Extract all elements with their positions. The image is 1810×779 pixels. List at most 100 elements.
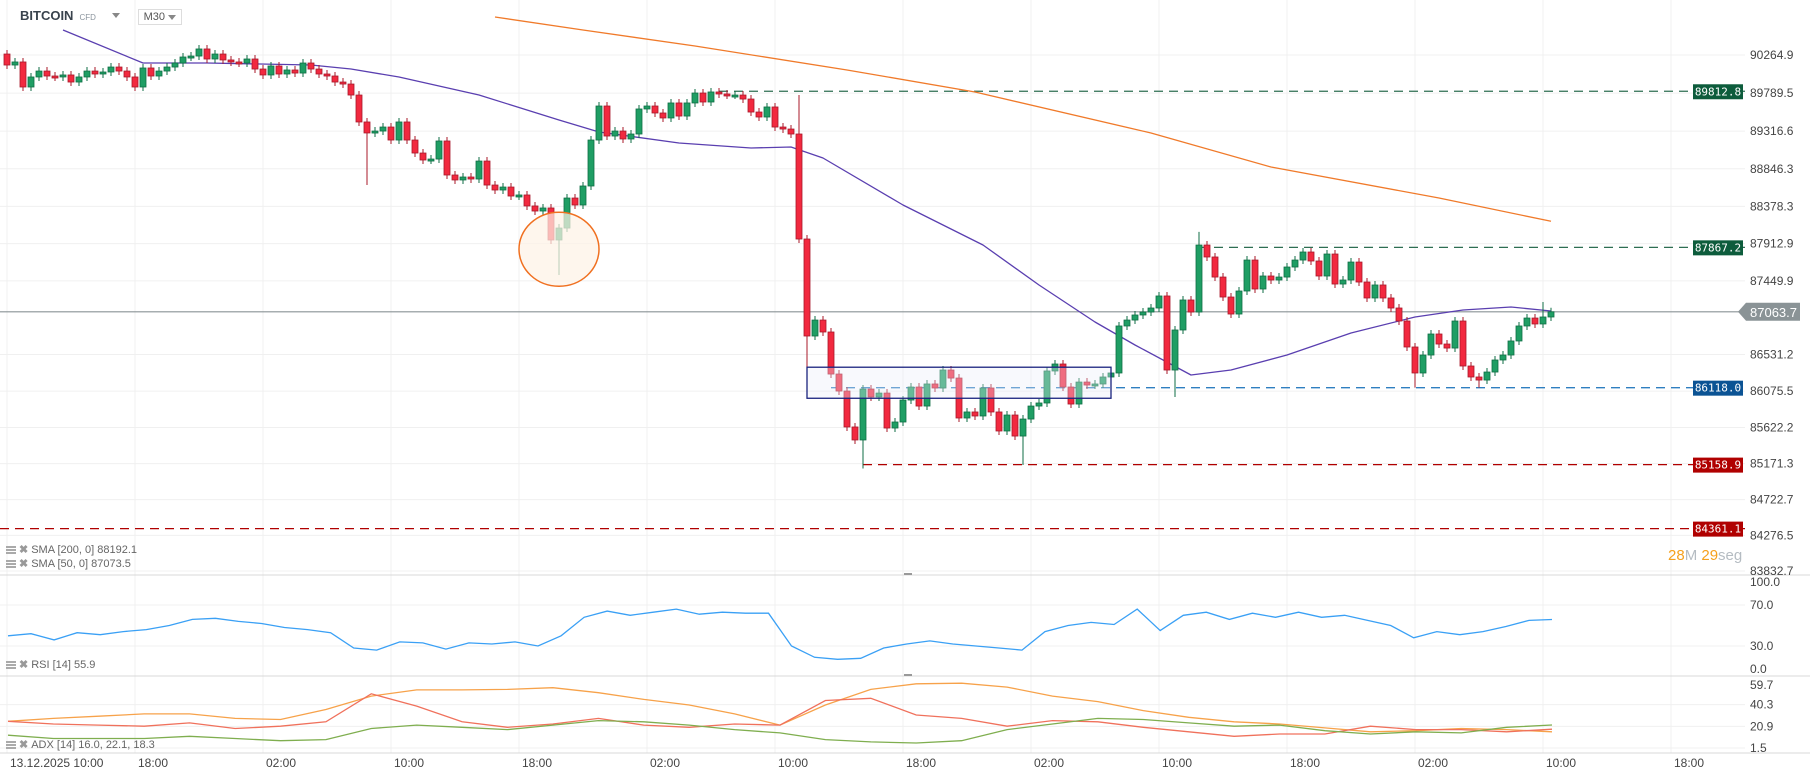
candle-up (635, 108, 643, 135)
candle-up (107, 66, 115, 73)
legend-adx-label: ADX [14] 16.0, 22.1, 18.3 (31, 738, 155, 751)
candle-up (371, 130, 379, 134)
candle-up (1139, 311, 1147, 316)
candle-down (779, 126, 787, 130)
candle-countdown: 28M 29seg (1668, 547, 1742, 564)
price-tick-label: 87912.9 (1750, 237, 1794, 251)
candle-up (1283, 266, 1291, 278)
candle-up (1123, 319, 1131, 327)
candle-up (499, 186, 507, 191)
candle-up (243, 58, 251, 64)
candle-up (211, 53, 219, 60)
candle-down (1211, 256, 1219, 278)
candle-up (1339, 279, 1347, 285)
candle-down (419, 152, 427, 161)
time-tick-label: 18:00 (1290, 756, 1320, 770)
candle-down (531, 205, 539, 212)
candle-up (1427, 333, 1435, 356)
candle-down (1219, 276, 1227, 298)
candle-up (139, 67, 147, 88)
timeframe-select[interactable]: M30 (138, 9, 182, 25)
chevron-down-icon (168, 14, 177, 20)
candle-down (971, 411, 979, 417)
candle-up (1491, 359, 1499, 373)
horizontal-levels[interactable]: 89812.8 87867.2 86118.0 85158.9 84361.1 87063… (0, 84, 1800, 537)
candle-down (835, 373, 843, 392)
candle-up (1019, 418, 1027, 437)
settings-icon[interactable] (6, 660, 16, 669)
drawings[interactable] (518, 211, 1112, 399)
candle-down (1331, 253, 1339, 285)
candle-up (1147, 307, 1155, 313)
legend-sma50[interactable]: ✖ SMA [50, 0] 87073.5 (6, 557, 131, 570)
candle-down (507, 186, 515, 197)
price-tick-label: 88378.3 (1750, 199, 1794, 213)
settings-icon[interactable] (6, 559, 16, 568)
candle-down (1475, 376, 1483, 381)
adx-tick-label: 20.9 (1750, 719, 1774, 733)
candle-up (539, 207, 547, 212)
chevron-down-icon[interactable] (111, 13, 120, 18)
candle-down (931, 383, 939, 389)
candle-up (1323, 253, 1331, 277)
candle-down (251, 58, 259, 70)
candle-up (1043, 370, 1051, 404)
price-tick-label: 84276.5 (1750, 528, 1794, 542)
candle-up (187, 55, 195, 59)
price-tick-label: 89789.5 (1750, 86, 1794, 100)
candle-up (1035, 402, 1043, 407)
candle-down (1083, 381, 1091, 386)
candle-up (27, 76, 35, 88)
axes: 90264.9 89789.5 89316.6 88846.3 88378.3 87912… (10, 48, 1794, 770)
candle-up (731, 94, 739, 98)
candle-up (907, 386, 915, 401)
price-tick-label: 90264.9 (1750, 48, 1794, 62)
candle-up (163, 66, 171, 72)
time-tick-label: 10:00 (1162, 756, 1192, 770)
time-tick-label: 18:00 (1674, 756, 1704, 770)
close-icon[interactable]: ✖ (19, 558, 29, 570)
candle-down (275, 65, 283, 75)
symbol-name: BITCOIN (20, 8, 74, 23)
close-icon[interactable]: ✖ (19, 739, 29, 751)
candle-up (267, 65, 275, 76)
candle-up (1115, 325, 1123, 374)
candle-down (363, 121, 371, 134)
price-tick-label: 83832.7 (1750, 564, 1794, 578)
time-tick-label: 18:00 (522, 756, 552, 770)
close-icon[interactable]: ✖ (19, 544, 29, 556)
price-level-badge (1693, 240, 1743, 256)
candle-down (827, 331, 835, 375)
timer-minutes-unit: M (1684, 547, 1698, 564)
candle-up (1499, 354, 1507, 361)
rsi-tick-label: 0.0 (1750, 662, 1767, 676)
candle-up (475, 160, 483, 180)
candle-down (947, 369, 955, 379)
candle-down (3, 53, 11, 66)
candlesticks (3, 44, 1555, 469)
candle-down (115, 66, 123, 72)
legend-adx[interactable]: ✖ ADX [14] 16.0, 22.1, 18.3 (6, 738, 155, 751)
candle-up (195, 48, 203, 57)
instrument-selector[interactable]: BITCOIN CFD (20, 8, 120, 23)
close-icon[interactable]: ✖ (19, 659, 29, 671)
timer-seconds: 29 (1701, 547, 1719, 564)
candle-down (443, 140, 451, 176)
settings-icon[interactable] (6, 545, 16, 554)
candle-up (427, 158, 435, 162)
legend-sma200[interactable]: ✖ SMA [200, 0] 88192.1 (6, 543, 137, 556)
candle-down (995, 411, 1003, 432)
sma-50-path (62, 29, 1552, 376)
legend-rsi[interactable]: ✖ RSI [14] 55.9 (6, 658, 95, 671)
candle-down (259, 68, 267, 76)
candle-up (1099, 376, 1107, 385)
candle-down (747, 98, 755, 113)
candle-up (35, 70, 43, 78)
settings-icon[interactable] (6, 740, 16, 749)
candle-up (459, 176, 467, 181)
candle-down (843, 390, 851, 428)
minus-di-line (7, 693, 1553, 737)
candle-down (1443, 343, 1451, 349)
candle-down (147, 67, 155, 77)
